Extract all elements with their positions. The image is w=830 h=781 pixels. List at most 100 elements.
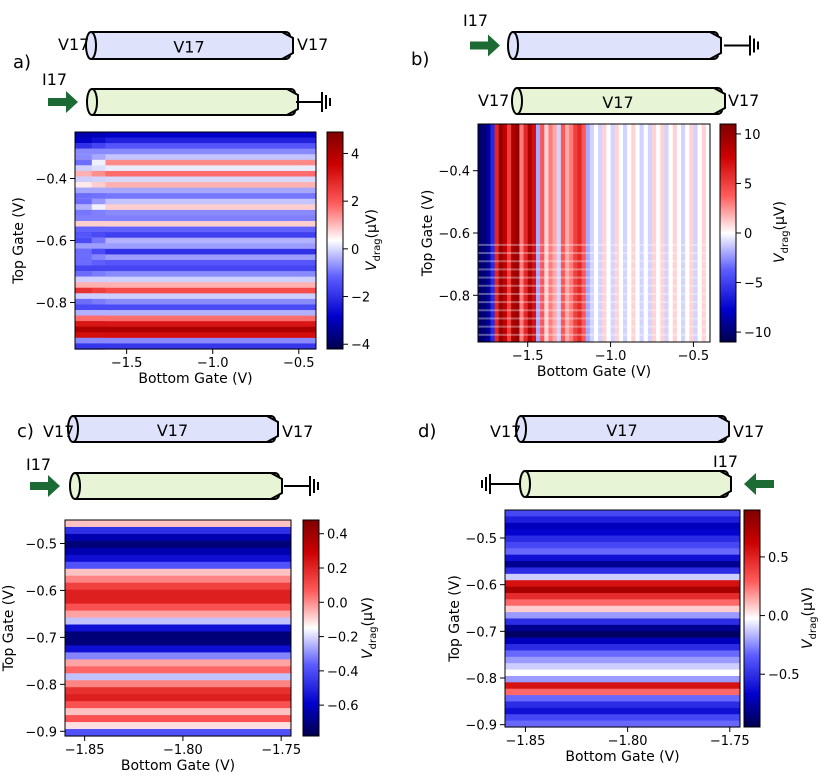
- panel-c-heat-row: [65, 687, 291, 695]
- panel-a-heat-edge: [75, 287, 92, 294]
- panel-a-heat-row: [75, 176, 316, 183]
- panel-b-bottom_tube-text: V17: [602, 93, 633, 112]
- panel-a-heat-edge: [75, 193, 92, 200]
- panel-a-heat-edge: [75, 265, 92, 272]
- panel-c-heat-row: [65, 561, 291, 570]
- panel-d-heat-row: [505, 656, 740, 664]
- panel-a-heat-row: [75, 132, 316, 139]
- panel-d-label: d): [418, 421, 436, 442]
- panel-c-bottom-tube: [71, 472, 280, 500]
- panel-b-heat-col: [606, 124, 612, 342]
- panel-a-heat-edge-blend: [91, 182, 106, 189]
- panel-b-bottom-tube-end-cap: [511, 87, 523, 115]
- panel-a-heat-edge-blend: [91, 132, 106, 139]
- panel-a-heat-edge: [75, 182, 92, 189]
- panel-a-heat-edge-blend: [91, 154, 106, 161]
- panel-a-heat-edge-blend: [91, 176, 106, 183]
- panel-a-heat-edge: [75, 248, 92, 256]
- panel-d-ylabel: Top Gate (V): [447, 575, 463, 663]
- panel-d-ctick-label: 0.0: [768, 610, 789, 625]
- panel-a-heat-row: [75, 243, 316, 250]
- panel-a-heat-edge: [75, 198, 92, 205]
- panel-d-xtick-label: −1.80: [608, 734, 648, 749]
- panel-a-heat-edge: [75, 176, 92, 183]
- panel-a-heat-edge: [75, 204, 92, 211]
- panel-d-heat-row: [505, 548, 740, 556]
- panel-c-drive-arrow: [30, 475, 60, 497]
- panel-a-ctick-label: −4: [351, 338, 370, 353]
- panel-a-heat-row: [75, 298, 316, 306]
- panel-a-vplus-label: V17: [58, 35, 89, 54]
- panel-a-heat-row: [75, 198, 316, 205]
- panel-a-heat-edge: [75, 137, 92, 144]
- panel-a-top-tube-tip: [281, 31, 294, 60]
- panel-b-heat-col: [627, 124, 632, 342]
- panel-d-xtick-label: −1.85: [506, 734, 546, 749]
- panel-a-heat-row: [75, 248, 316, 256]
- panel-b-ytick-label: −0.6: [438, 227, 470, 242]
- panel-d-bottom-tube: [521, 470, 729, 498]
- panel-a-heat-edge-blend: [91, 159, 106, 166]
- panel-a-heat-edge-blend: [91, 215, 106, 222]
- panel-c-heat-row: [65, 708, 291, 716]
- panel-a-heat-row: [75, 315, 316, 322]
- panel-a-heat-edge: [75, 321, 92, 328]
- panel-a-heat-edge-blend: [91, 232, 106, 239]
- panel-a-heat-edge-blend: [91, 187, 106, 194]
- panel-c-ctick-label: −0.4: [327, 665, 359, 680]
- panel-a-heat-row: [75, 182, 316, 189]
- panel-a-heat-edge-blend: [91, 298, 106, 306]
- panel-c-heat-row: [65, 582, 291, 591]
- panel-b-heat-col: [668, 124, 674, 342]
- panel-d-ctick-label: −0.5: [768, 668, 800, 683]
- panel-c-ctick-label: −0.6: [327, 699, 359, 714]
- panel-b-heat-stripe: [478, 309, 710, 312]
- panel-a-heat-edge: [75, 143, 92, 150]
- panel-a-heat-edge: [75, 343, 92, 350]
- panel-b-drive-arrow: [470, 34, 500, 57]
- panel-a-cbar-title: Vdrag(µV): [364, 209, 383, 271]
- panel-a-heat-edge-blend: [91, 259, 106, 267]
- panel-b-heat-col: [664, 124, 670, 342]
- panel-d-heat-row: [505, 637, 740, 645]
- panel-d-heat-row: [505, 663, 740, 671]
- panel-b-heat-col: [594, 124, 599, 342]
- panel-a-heat-row: [75, 221, 316, 228]
- panel-b-heat-stripe: [478, 317, 710, 320]
- panel-a-heat-edge-blend: [91, 237, 106, 244]
- panel-b-ctick-label: 5: [744, 177, 752, 192]
- panel-d-plot-frame: [504, 509, 741, 728]
- panel-b-vplus-label: V17: [478, 91, 509, 110]
- panel-b-heat-col: [527, 124, 533, 342]
- panel-a-heat-row: [75, 254, 316, 261]
- panel-a-heat-edge: [75, 282, 92, 289]
- panel-d-heat-row: [505, 605, 740, 613]
- panel-b-ytick-label: −0.8: [438, 289, 470, 304]
- panel-c-ytick-label: −0.9: [25, 725, 57, 740]
- panel-b-heat-stripe: [478, 260, 710, 263]
- panel-b-heat-col: [672, 124, 678, 342]
- panel-b-heat-col: [623, 124, 628, 342]
- panel-c-heatmap: [65, 520, 291, 737]
- panel-a-heat-row: [75, 265, 316, 272]
- panel-a-heat-edge: [75, 221, 92, 228]
- panel-a-heat-row: [75, 287, 316, 294]
- panel-a-bottom-tube-end-cap: [86, 88, 98, 116]
- panel-a-heat-row: [75, 271, 316, 278]
- panel-c-xtick-label: −1.80: [163, 743, 203, 758]
- panel-b-heat-col: [685, 124, 690, 342]
- panel-c-bottom-tube-tip: [270, 472, 283, 500]
- panel-a-heat-row: [75, 159, 316, 166]
- panel-a-heat-row: [75, 276, 316, 283]
- panel-b-heat-stripe: [478, 252, 710, 255]
- panel-d-ytick-label: −0.9: [465, 719, 497, 734]
- panel-c-heat-row: [65, 673, 291, 681]
- panel-d-vplus-label: V17: [490, 422, 521, 441]
- panel-c-heat-row: [65, 638, 291, 647]
- panel-b-heat-col: [705, 124, 711, 342]
- panel-b-heat-col: [652, 124, 657, 342]
- panel-d-ytick-label: −0.6: [465, 579, 497, 594]
- panel-b-heat-col: [693, 124, 699, 342]
- panel-a-heat-row: [75, 337, 316, 345]
